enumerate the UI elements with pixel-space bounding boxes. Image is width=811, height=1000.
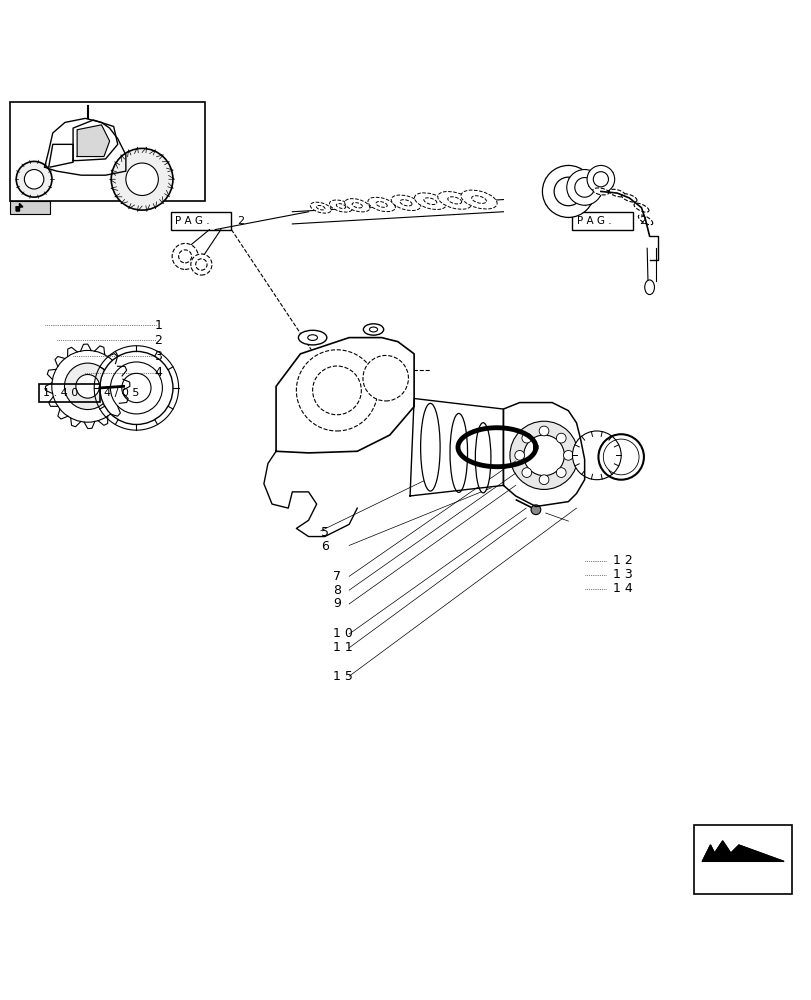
Text: 1 4: 1 4 [612,582,632,595]
Text: 8: 8 [333,584,341,597]
Circle shape [509,421,577,489]
Ellipse shape [474,423,491,493]
Polygon shape [16,204,23,211]
Circle shape [521,433,531,443]
Ellipse shape [637,215,652,225]
Ellipse shape [447,197,461,204]
Ellipse shape [420,403,440,491]
Ellipse shape [644,280,654,295]
Text: 5: 5 [320,526,328,539]
Circle shape [523,435,564,476]
Ellipse shape [375,202,387,207]
Polygon shape [702,841,783,861]
Ellipse shape [307,335,317,340]
Circle shape [122,373,151,403]
Text: 1 5: 1 5 [333,670,352,683]
Circle shape [563,450,573,460]
Text: 1 3: 1 3 [612,568,632,581]
Circle shape [110,362,162,414]
Circle shape [100,351,173,424]
Ellipse shape [363,324,383,335]
Circle shape [64,363,111,410]
Circle shape [542,165,594,217]
Bar [572,212,633,230]
Circle shape [312,366,361,415]
Circle shape [24,170,44,189]
Bar [39,384,100,402]
Circle shape [539,475,548,485]
Circle shape [530,505,540,515]
Text: 1 1: 1 1 [333,641,352,654]
Ellipse shape [592,188,608,195]
Ellipse shape [423,198,436,205]
Bar [10,201,50,214]
Circle shape [296,350,377,431]
Ellipse shape [461,190,496,209]
Ellipse shape [316,205,324,210]
Bar [693,825,791,894]
Circle shape [111,148,173,210]
Circle shape [556,468,565,477]
Ellipse shape [437,191,471,209]
Text: 6: 6 [320,540,328,553]
Ellipse shape [391,195,420,211]
Circle shape [191,254,212,275]
Ellipse shape [633,203,648,212]
Text: P A G .: P A G . [174,216,209,226]
Text: 4 / 0 5: 4 / 0 5 [104,388,139,398]
Text: 3: 3 [154,350,162,363]
Ellipse shape [344,199,370,212]
Ellipse shape [449,413,467,492]
Ellipse shape [329,200,352,212]
Circle shape [553,177,582,206]
Ellipse shape [471,196,486,203]
Circle shape [574,178,594,197]
Ellipse shape [352,203,362,208]
Circle shape [16,161,52,197]
Polygon shape [410,398,503,496]
Bar [10,102,204,201]
Circle shape [566,170,602,205]
Text: 4: 4 [154,366,162,379]
Ellipse shape [400,200,411,206]
Circle shape [178,250,191,263]
Polygon shape [503,403,584,506]
Ellipse shape [298,330,326,345]
Bar [170,212,231,230]
Ellipse shape [608,189,624,197]
Ellipse shape [621,194,636,202]
Text: 2: 2 [638,216,646,226]
Circle shape [195,259,207,270]
Text: 1 2: 1 2 [612,554,632,567]
Circle shape [521,468,531,477]
Polygon shape [276,338,414,453]
Text: 1: 1 [154,319,162,332]
Ellipse shape [310,202,331,213]
Text: 7: 7 [333,570,341,583]
Circle shape [556,433,565,443]
Circle shape [52,350,123,422]
Text: 1 . 4 0: 1 . 4 0 [43,388,78,398]
Circle shape [363,355,408,401]
Polygon shape [264,451,357,537]
Text: 1 0: 1 0 [333,627,352,640]
Circle shape [572,431,620,480]
Ellipse shape [414,193,446,209]
Circle shape [172,243,198,269]
Circle shape [514,450,524,460]
Text: 2: 2 [237,216,244,226]
Circle shape [539,426,548,436]
Ellipse shape [336,204,345,208]
Circle shape [75,374,100,398]
Text: 9: 9 [333,597,341,610]
Polygon shape [77,125,109,157]
Ellipse shape [367,197,395,212]
Circle shape [593,172,607,187]
Circle shape [586,165,614,193]
Text: 2: 2 [154,334,162,347]
Circle shape [126,163,158,196]
Text: P A G .: P A G . [576,216,611,226]
Ellipse shape [369,327,377,332]
